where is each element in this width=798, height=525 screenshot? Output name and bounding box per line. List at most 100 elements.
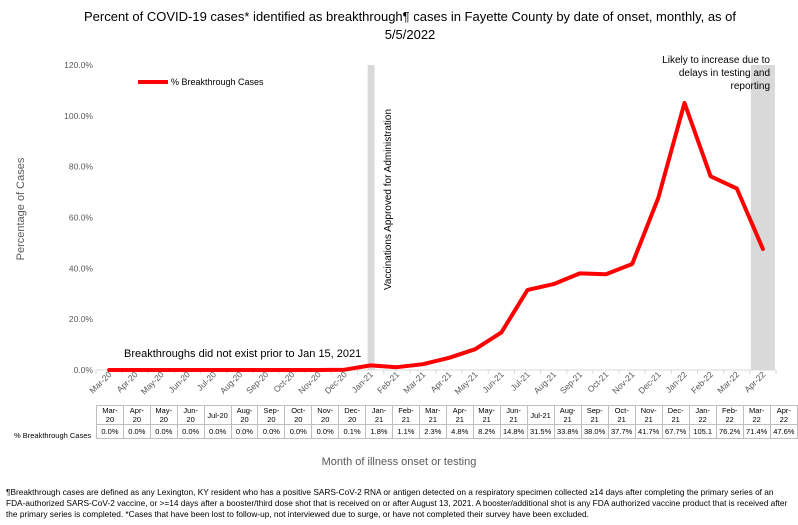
table-category-line: Aug- (559, 406, 576, 416)
shading-layer (367, 65, 775, 370)
y-tick-label: 60.0% (69, 213, 94, 223)
table-category-line: Jan- (695, 406, 710, 416)
table-category-line: 21 (590, 415, 599, 424)
table-category-line: 20 (105, 415, 115, 424)
series-layer (107, 100, 765, 372)
vaccination-bar (367, 65, 375, 370)
table-category-cell: Mar- 20 (96, 405, 124, 425)
table-category-line: Apr- (452, 406, 467, 416)
table-category-cell: Jun- 21 (499, 405, 528, 425)
x-tick-label: Aug-21 (532, 369, 559, 396)
table-category-line: Jul-20 (207, 410, 228, 420)
x-tick-label: Dec-20 (322, 369, 349, 396)
y-tick-label: 0.0% (74, 365, 94, 375)
chart-title: Percent of COVID-19 cases* identified as… (83, 9, 737, 42)
x-tick-label: Jun-20 (166, 369, 192, 395)
table-value-cell: 33.8% (553, 424, 582, 439)
x-tick-label: Mar-22 (715, 369, 741, 395)
table-category-line: 20 (294, 415, 303, 424)
table-category-line: 20 (186, 415, 195, 424)
table-value-cell: 67.7% (661, 424, 690, 439)
table-value-cell: 0.0% (230, 424, 259, 439)
table-category-line: 20 (159, 415, 168, 424)
no-breakthrough-annotation: Breakthroughs did not exist prior to Jan… (124, 348, 362, 360)
table-category-cell: Jul-21 (526, 405, 555, 425)
table-value-cell: 8.2% (472, 424, 501, 439)
x-tick-label: Sep-21 (558, 369, 585, 396)
x-tick-label: Oct-21 (585, 369, 610, 394)
y-tick-label: 100.0% (64, 111, 93, 121)
table-value-cell: 0.0% (284, 424, 313, 439)
x-tick-label: May-20 (139, 369, 166, 396)
table-category-cell: Sep- 20 (257, 405, 286, 425)
table-value-cell: 31.5% (526, 424, 555, 439)
table-category-line: Mar- (748, 406, 765, 416)
table-category-line: 20 (132, 415, 142, 424)
x-tick-label: Sep-20 (244, 369, 271, 396)
table-category-line: Jun- (506, 406, 521, 416)
table-category-line: Jun- (183, 406, 198, 416)
table-category-line: 20 (321, 415, 330, 424)
table-category-line: Oct- (291, 406, 306, 416)
table-category-cell: Jan- 22 (688, 405, 717, 425)
table-value-cell: 1.1% (391, 424, 420, 439)
table-category-line: 20 (267, 415, 276, 424)
table-category-cell: Mar- 22 (742, 405, 771, 425)
table-value-cell: 0.0% (122, 424, 151, 439)
table-category-line: 22 (779, 415, 789, 424)
table-category-line: Feb- (721, 406, 738, 416)
table-category-cell: Mar- 21 (418, 405, 447, 425)
table-value-cell: 0.0% (96, 424, 124, 439)
vaccination-annotation: Vaccinations Approved for Administration (383, 108, 394, 290)
table-value-cell: 0.0% (311, 424, 340, 439)
data-table: Mar- 20 Apr- 20 May- 20 Jun- 20 Jul-20 Aug- 20 Sep-… (96, 405, 798, 439)
table-category-cell: May- 20 (149, 405, 178, 425)
table-value-cell: 76.2% (715, 424, 744, 439)
table-category-cell: Oct- 21 (607, 405, 636, 425)
x-tick-label: Feb-22 (689, 369, 715, 395)
y-tick-label: 40.0% (69, 263, 94, 273)
table-category-cell: Aug- 21 (553, 405, 582, 425)
y-tick-label: 20.0% (69, 314, 94, 324)
y-axis-title: Percentage of Cases (15, 157, 27, 261)
table-value-cell: 37.7% (607, 424, 636, 439)
x-tick-label: Oct-20 (271, 369, 296, 394)
table-category-line: 21 (428, 415, 437, 424)
x-tick-label: Apr-21 (428, 369, 453, 394)
table-category-line: 21 (644, 415, 653, 424)
tick-layer: 0.0% 20.0% 40.0% 60.0% 80.0% 100.0% 120.0% Mar-… (64, 60, 767, 396)
x-tick-label: Jan-21 (350, 369, 376, 395)
table-category-line: Dec- (667, 406, 684, 416)
table-category-line: Sep- (263, 406, 280, 416)
table-category-line: 21 (671, 415, 680, 424)
table-category-line: 22 (725, 415, 734, 424)
legend-label: % Breakthrough Cases (171, 77, 264, 87)
future-annotation: Likely to increase due to delays in test… (662, 55, 770, 92)
table-category-line: Apr- (129, 406, 144, 416)
data-table-header-row: Mar- 20 Apr- 20 May- 20 Jun- 20 Jul-20 Aug- 20 Sep-… (96, 405, 798, 425)
x-axis-title: Month of illness onset or testing (321, 456, 477, 468)
table-value-cell: 1.8% (365, 424, 393, 439)
table-category-cell: Nov- 21 (634, 405, 663, 425)
table-category-line: Feb- (398, 406, 414, 416)
data-table-values-row: 0.0% 0.0% 0.0% 0.0% 0.0% 0.0% 0.0% 0.0% 0.0% 0.1%… (96, 424, 798, 439)
future-shade (750, 65, 775, 370)
table-category-cell: Jan- 21 (365, 405, 393, 425)
table-category-cell: Feb- 22 (715, 405, 744, 425)
footnote: ¶Breakthrough cases are defined as any L… (6, 487, 788, 519)
y-tick-label: 120.0% (64, 60, 93, 70)
table-category-line: Apr- (776, 406, 791, 416)
table-category-line: 21 (455, 415, 464, 424)
table-category-line: Jul-21 (530, 410, 551, 420)
table-category-cell: Jul-20 (203, 405, 232, 425)
x-tick-label: Apr-22 (742, 369, 767, 394)
legend-swatch (138, 80, 168, 84)
table-category-line: Sep- (586, 406, 603, 416)
table-category-line: Dec- (344, 406, 361, 416)
table-category-cell: Dec- 21 (661, 405, 690, 425)
x-tick-label: Jun-21 (480, 369, 506, 395)
series-line (107, 100, 765, 372)
table-category-line: 21 (374, 415, 384, 424)
table-value-cell: 4.8% (445, 424, 474, 439)
x-tick-label: Nov-20 (296, 369, 323, 396)
